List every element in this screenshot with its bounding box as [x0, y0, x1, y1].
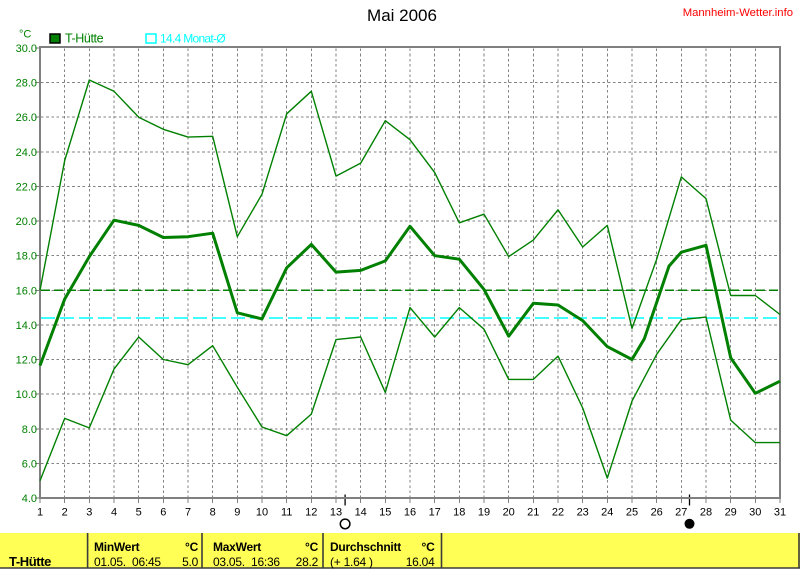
svg-text:27: 27	[675, 507, 687, 519]
svg-text:MinWert: MinWert	[94, 540, 140, 554]
svg-text:1: 1	[37, 507, 43, 519]
svg-text:(+ 1.64 ): (+ 1.64 )	[330, 555, 373, 569]
svg-text:30: 30	[749, 507, 761, 519]
svg-text:2: 2	[62, 507, 68, 519]
svg-text:14: 14	[355, 507, 367, 519]
svg-text:10: 10	[256, 507, 268, 519]
svg-text:6: 6	[160, 507, 166, 519]
svg-text:25: 25	[626, 507, 638, 519]
svg-text:7: 7	[185, 507, 191, 519]
svg-text:18.0: 18.0	[16, 251, 37, 263]
svg-text:17: 17	[429, 507, 441, 519]
svg-text:28.0: 28.0	[16, 78, 37, 90]
svg-text:°C: °C	[185, 540, 199, 554]
svg-text:26: 26	[651, 507, 663, 519]
svg-text:18: 18	[453, 507, 465, 519]
svg-text:12: 12	[305, 507, 317, 519]
svg-text:24: 24	[601, 507, 613, 519]
svg-text:MaxWert: MaxWert	[213, 540, 261, 554]
svg-text:T-Hütte: T-Hütte	[65, 32, 104, 46]
svg-text:T-Hütte: T-Hütte	[9, 554, 51, 569]
svg-text:16.0: 16.0	[16, 285, 37, 297]
svg-text:10.0: 10.0	[16, 389, 37, 401]
svg-text:26.0: 26.0	[16, 112, 37, 124]
svg-text:28: 28	[700, 507, 712, 519]
svg-text:11: 11	[281, 507, 292, 519]
svg-text:9: 9	[234, 507, 240, 519]
svg-text:5.0: 5.0	[182, 555, 199, 569]
svg-text:30.0: 30.0	[16, 43, 37, 55]
svg-text:29: 29	[725, 507, 737, 519]
svg-text:4: 4	[111, 507, 117, 519]
svg-text:8: 8	[210, 507, 216, 519]
svg-text:16: 16	[404, 507, 416, 519]
svg-text:°C: °C	[422, 540, 436, 554]
svg-text:20: 20	[503, 507, 515, 519]
svg-text:Mai 2006: Mai 2006	[367, 6, 437, 25]
svg-text:°C: °C	[19, 29, 31, 41]
svg-text:15: 15	[379, 507, 391, 519]
svg-text:22: 22	[552, 507, 564, 519]
svg-text:14.4 Monat-Ø: 14.4 Monat-Ø	[160, 32, 225, 46]
svg-text:20.0: 20.0	[16, 216, 37, 228]
svg-text:6.0: 6.0	[22, 458, 37, 470]
svg-text:03.05. 16:36: 03.05. 16:36	[213, 555, 280, 569]
svg-text:19: 19	[478, 507, 490, 519]
svg-text:31: 31	[774, 507, 786, 519]
svg-text:14.0: 14.0	[16, 320, 37, 332]
svg-text:23: 23	[577, 507, 589, 519]
svg-text:°C: °C	[305, 540, 319, 554]
svg-text:28.2: 28.2	[296, 555, 319, 569]
svg-text:3: 3	[86, 507, 92, 519]
svg-text:Mannheim-Wetter.info: Mannheim-Wetter.info	[683, 7, 793, 19]
svg-text:5: 5	[136, 507, 142, 519]
svg-text:01.05. 06:45: 01.05. 06:45	[94, 555, 161, 569]
svg-text:24.0: 24.0	[16, 147, 37, 159]
svg-text:12.0: 12.0	[16, 355, 37, 367]
svg-text:16.04: 16.04	[406, 555, 435, 569]
svg-text:22.0: 22.0	[16, 182, 37, 194]
svg-text:Durchschnitt: Durchschnitt	[330, 540, 401, 554]
svg-text:21: 21	[527, 507, 539, 519]
svg-text:13: 13	[330, 507, 342, 519]
svg-text:4.0: 4.0	[22, 493, 37, 505]
svg-text:8.0: 8.0	[22, 424, 37, 436]
